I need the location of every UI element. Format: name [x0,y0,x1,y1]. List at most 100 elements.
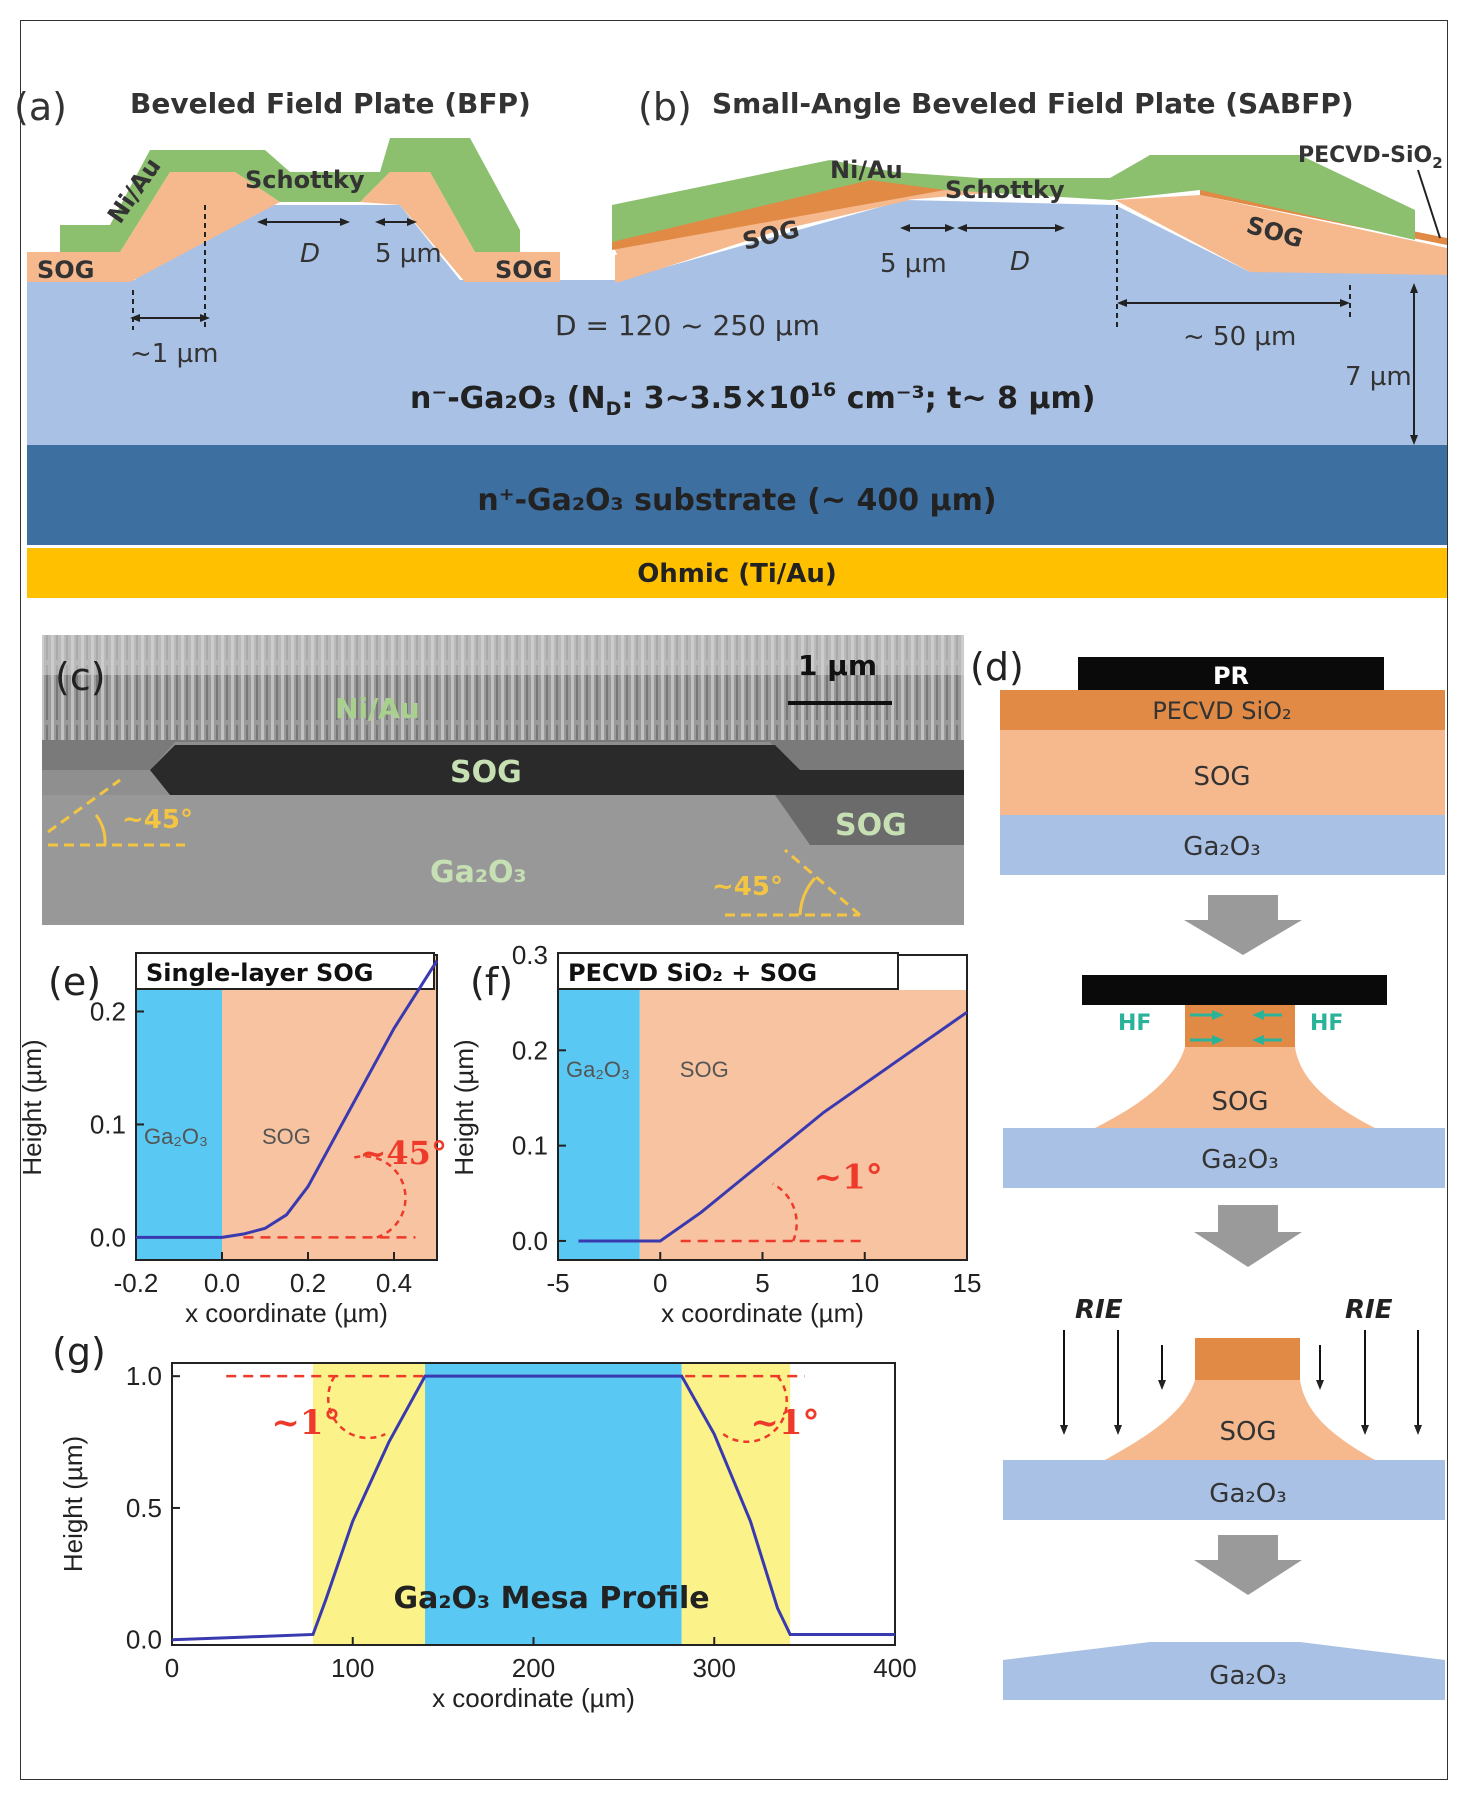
region-band [558,990,640,1260]
x-tick-label: 200 [512,1653,555,1683]
ga2o3-label-4: Ga₂O₃ [1209,1661,1286,1691]
panel-e-letter: (e) [48,960,101,1004]
x-tick-label: 5 [755,1268,769,1298]
sabfp-50um-label: ~ 50 µm [1183,322,1296,352]
panel-a-title: Beveled Field Plate (BFP) [130,87,531,120]
sabfp-sog-left [612,180,1000,260]
profile-curve [171,1374,895,1642]
x-tick-label: 300 [693,1653,736,1683]
sog-layer-2 [1095,1047,1375,1128]
panel-f-letter: (f) [470,960,513,1004]
bfp-metal [60,138,520,252]
sabfp-d-label: D [1010,247,1030,277]
ga2o3-label-1: Ga₂O₃ [1183,832,1260,862]
hf-left-label: HF [1118,1011,1151,1036]
x-axis-label: x coordinate (µm) [661,1298,864,1328]
figure-frame [20,20,1448,1780]
y-tick-label: 0.3 [512,940,548,970]
bfp-d-label: D [300,239,320,269]
title-box [557,952,899,990]
pr-layer [1078,657,1384,690]
sabfp-7um-label: 7 µm [1345,362,1412,392]
sem-ga2o3-label: Ga₂O₃ [430,855,527,890]
ga2o3-layer-2 [1003,1128,1445,1188]
pecvd-label: PECVD SiO₂ [1152,697,1291,725]
x-tick-label: 0 [165,1653,179,1683]
rie-right-label: RIE [1345,1295,1393,1325]
chart-title: PECVD SiO₂ + SOG [568,959,817,987]
bfp-sog-right-label: SOG [495,256,552,284]
angle-arc [350,1155,407,1239]
ga2o3-layer-4 [1003,1642,1445,1700]
y-tick-label: 0.0 [126,1625,162,1655]
x-tick-label: 15 [953,1268,982,1298]
y-tick-label: 0.1 [512,1131,548,1161]
ohmic-label: Ohmic (Ti/Au) [637,559,837,589]
angle-arc-left [327,1375,386,1440]
sabfp-metal-label: Ni/Au [830,156,903,184]
panel-c-sem: (c) 1 µm Ni/Au SOG SOG Ga₂O₃ ~45° ~45° [42,635,964,925]
profile-curve [136,959,439,1239]
y-axis-label: Height (µm) [17,1039,47,1175]
sabfp-schottky-label: Schottky [945,176,1065,204]
x-tick-label: 0.4 [376,1268,412,1298]
angle-arc [772,1182,798,1242]
mesa-profile-label: Ga₂O₃ Mesa Profile [394,1581,710,1616]
sog-label-1: SOG [1193,762,1250,792]
sabfp-metal [612,155,1415,242]
y-tick-label: 0.0 [512,1226,548,1256]
sem-sog-top-label: SOG [450,755,522,790]
process-arrow-1 [1184,895,1302,955]
y-axis-label: Height (µm) [58,1436,88,1572]
bfp-sog [27,172,280,282]
chart-title: Single-layer SOG [146,959,373,987]
x-tick-label: 0.2 [290,1268,326,1298]
sem-angle-left-label: ~45° [122,805,193,835]
rie-left-label: RIE [1075,1295,1123,1325]
panel-d-letter: (d) [970,645,1024,689]
panel-ab: (a) Beveled Field Plate (BFP) Ni/Au Scho… [14,85,1447,598]
angle-arc-right [722,1375,789,1444]
sog-label-3: SOG [1219,1417,1276,1447]
x-tick-label: 400 [873,1653,916,1683]
y-axis-label: Height (µm) [449,1039,479,1175]
ga2o3-layer-3 [1003,1460,1445,1520]
scale-bar-label: 1 µm [798,649,877,682]
sog-layer-1 [1000,730,1445,815]
angle-annotation-left: ~1° [271,1403,340,1443]
bfp-sog-left-label: SOG [37,256,94,284]
x-tick-label: 0 [653,1268,667,1298]
pr-layer-2 [1082,975,1387,1005]
sem-metal-label: Ni/Au [335,692,420,725]
region-band [425,1363,682,1645]
pecvd-layer-3 [1195,1338,1300,1380]
x-tick-label: 10 [850,1268,879,1298]
bfp-sog-right [360,172,560,282]
x-tick-label: 0.0 [204,1268,240,1298]
drift-layer [27,200,1447,445]
angle-annotation: ~1° [814,1158,883,1198]
region-band [222,955,437,1260]
angle-annotation: ~45° [360,1134,447,1172]
x-tick-label: 100 [331,1653,374,1683]
sog-label-2: SOG [1211,1087,1268,1117]
panel-d-process: (d) PR PECVD SiO₂ SOG Ga₂O₃ SOG Ga₂O₃ HF… [970,645,1445,1700]
y-tick-label: 0.1 [90,1109,126,1139]
substrate-label: n⁺-Ga₂O₃ substrate (~ 400 µm) [477,483,996,518]
bfp-schottky-label: Schottky [245,166,365,194]
chart-e: Ga₂O₃ SOG-0.2 0.0 0.2 0.40.00.10.2x coordina… [17,952,447,1328]
drift-layer-label: n⁻-Ga₂O₃ (ND: 3~3.5×1016 cm⁻³; t~ 8 µm) [410,379,1095,420]
y-tick-label: 0.5 [126,1493,162,1523]
panel-b-letter: (b) [638,85,692,129]
sem-sog-right-label: SOG [835,808,907,843]
sabfp-pecvd-label: PECVD-SiO2 [1298,143,1443,172]
angle-annotation-right: ~1° [750,1403,819,1443]
sabfp-sio2 [612,178,945,250]
ga2o3-label-3: Ga₂O₃ [1209,1479,1286,1509]
profile-curve [578,1010,968,1243]
x-axis-label: x coordinate (µm) [185,1298,388,1328]
ohmic-layer [27,548,1447,598]
sabfp-5um-label: 5 µm [880,249,947,279]
pr-label: PR [1213,662,1249,690]
y-tick-label: 0.2 [90,996,126,1026]
